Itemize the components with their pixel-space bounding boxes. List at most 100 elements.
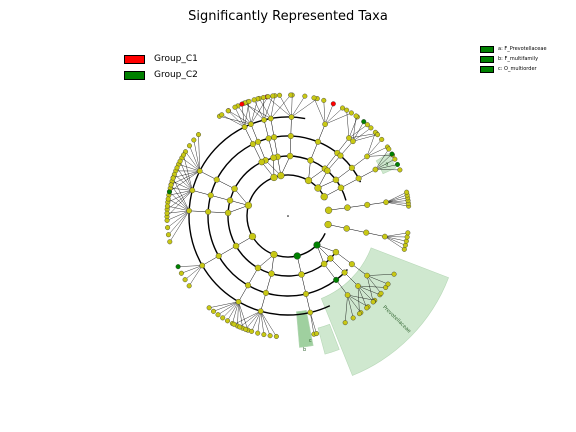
order-node: [249, 141, 256, 148]
branch: [260, 311, 277, 337]
phylum-node: [277, 172, 285, 180]
order-node: [314, 138, 321, 145]
branch: [335, 167, 353, 181]
legend-item-group-c1: Group_C1: [124, 51, 198, 67]
branch: [168, 190, 193, 196]
branch: [375, 164, 398, 170]
leaf-node: [368, 125, 374, 131]
branch: [384, 236, 405, 250]
branch: [347, 294, 375, 301]
branch: [386, 202, 409, 204]
branch: [317, 124, 326, 142]
leaf-node: [342, 320, 348, 326]
family-node: [196, 168, 203, 174]
order-node: [244, 282, 251, 289]
branch: [209, 301, 239, 308]
leaf-node: [243, 326, 249, 332]
leaf-node: [225, 108, 231, 114]
leaf-node: [191, 137, 197, 143]
branch: [351, 156, 368, 169]
order-node: [255, 138, 262, 145]
class-node: [337, 184, 345, 192]
leaf-node: [186, 143, 192, 149]
branch: [173, 170, 200, 178]
legend-label-group-c2: Group_C2: [154, 70, 198, 80]
phylum-node: [270, 173, 278, 182]
ring-level-3: [207, 135, 362, 297]
leaf-node: [260, 95, 266, 101]
family-node: [288, 114, 295, 120]
leaf-node: [165, 232, 171, 238]
leaf-node: [211, 308, 217, 314]
marker-legend-item-c: c: O_multiorder: [480, 64, 547, 74]
leaf-node: [361, 119, 367, 125]
branch: [250, 124, 259, 142]
branch: [305, 293, 311, 313]
leaf-node: [356, 311, 362, 317]
branch: [183, 154, 193, 191]
branch: [324, 107, 343, 125]
ring-level-2: [227, 155, 347, 277]
class-node: [307, 157, 314, 164]
leaf-node: [170, 175, 176, 181]
leaf-node: [344, 107, 350, 113]
root-node: [287, 215, 289, 217]
tree-branches: [166, 94, 409, 337]
order-node: [363, 229, 370, 236]
family-node: [189, 187, 196, 194]
branch: [265, 273, 272, 293]
leaf-node: [340, 105, 346, 111]
branch: [172, 177, 190, 211]
branch: [218, 245, 237, 257]
branch: [340, 178, 359, 189]
highlight-clade-upper: [375, 153, 397, 175]
leaf-node: [181, 152, 187, 158]
branch: [263, 119, 269, 139]
leaf-node: [232, 104, 238, 110]
branch: [310, 141, 319, 161]
branch: [347, 294, 369, 307]
branch: [179, 161, 193, 191]
branch: [245, 311, 261, 330]
branch: [216, 179, 235, 189]
family-node: [372, 166, 379, 173]
leaf-node: [370, 299, 376, 305]
marker-legend-item-b: b: F_multifamily: [480, 54, 547, 64]
branch: [167, 210, 190, 221]
branch: [167, 205, 190, 212]
branch: [260, 311, 265, 335]
branch: [358, 169, 376, 179]
class-node: [226, 197, 234, 204]
branch: [330, 258, 345, 273]
family-node: [241, 124, 248, 130]
branch: [357, 285, 380, 295]
branch: [237, 301, 239, 326]
taxonomic-rings: [188, 116, 362, 316]
branch: [375, 153, 393, 170]
branch: [219, 116, 251, 125]
branch: [170, 187, 193, 191]
phylum-node: [314, 184, 322, 192]
branch: [227, 301, 239, 321]
leaf-node: [219, 112, 225, 118]
family-node: [355, 283, 361, 289]
branch: [352, 127, 372, 142]
branch: [347, 295, 354, 318]
branch: [241, 104, 245, 128]
branch: [351, 263, 368, 276]
ring-level-4: [188, 116, 331, 316]
branch: [347, 204, 368, 208]
branch: [385, 197, 408, 203]
class-node: [232, 242, 240, 250]
leaf-node: [164, 210, 170, 216]
branch: [189, 210, 209, 213]
branch: [366, 275, 374, 302]
order-node: [215, 252, 222, 259]
marker-swatch-a: [480, 45, 494, 53]
order-node: [262, 289, 269, 296]
class-node: [327, 255, 334, 262]
branch: [189, 145, 200, 172]
leaf-node: [397, 167, 403, 173]
leaf-node: [378, 290, 384, 296]
